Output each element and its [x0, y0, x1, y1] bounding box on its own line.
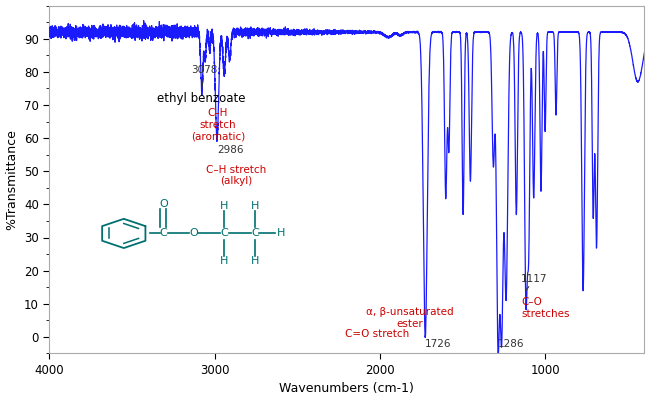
Y-axis label: %Transmittance: %Transmittance [6, 129, 19, 230]
Text: C–H
stretch
(aromatic): C–H stretch (aromatic) [191, 108, 245, 142]
Text: ethyl benzoate: ethyl benzoate [157, 92, 246, 105]
Text: C–H stretch
(alkyl): C–H stretch (alkyl) [206, 164, 266, 186]
Text: C=O stretch: C=O stretch [346, 329, 410, 338]
Text: 2986: 2986 [217, 145, 244, 155]
Text: O: O [189, 229, 198, 239]
Text: 1726: 1726 [425, 338, 452, 348]
Text: H: H [220, 200, 229, 211]
Text: α, β-unsaturated
ester: α, β-unsaturated ester [366, 307, 454, 329]
Text: H: H [251, 256, 259, 266]
Text: H: H [220, 256, 229, 266]
Text: H: H [251, 200, 259, 211]
Text: 3078: 3078 [192, 65, 218, 88]
Text: H: H [277, 229, 285, 239]
Text: 1117: 1117 [521, 274, 548, 290]
Text: O: O [159, 199, 168, 209]
Text: C: C [252, 229, 259, 239]
Text: C: C [160, 229, 168, 239]
Text: C–O
stretches: C–O stretches [521, 297, 570, 319]
X-axis label: Wavenumbers (cm-1): Wavenumbers (cm-1) [280, 383, 414, 395]
Text: 1286: 1286 [498, 338, 525, 348]
Text: C: C [220, 229, 228, 239]
